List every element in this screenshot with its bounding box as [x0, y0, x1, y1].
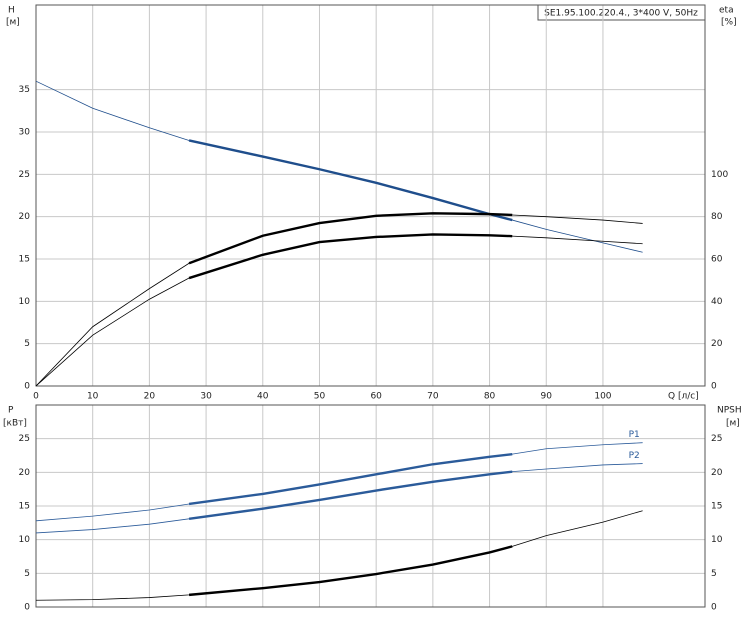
- x-tick-label: 80: [484, 392, 496, 402]
- y-tick-label: 5: [24, 339, 30, 349]
- y-tick-label: 5: [24, 569, 30, 579]
- y2-tick-label: 60: [711, 255, 723, 265]
- y-tick-label: 35: [19, 85, 30, 95]
- y2-unit: [м]: [726, 419, 740, 429]
- y2-tick-label: 10: [711, 535, 723, 545]
- x-tick-label: 100: [594, 392, 611, 402]
- y-tick-label: 15: [19, 502, 30, 512]
- x-tick-label: 10: [87, 392, 99, 402]
- y-unit: [кВт]: [3, 419, 27, 429]
- y2-unit: [%]: [721, 18, 737, 28]
- y2-tick-label: 0: [711, 382, 717, 392]
- y-tick-label: 0: [24, 382, 30, 392]
- y-tick-label: 25: [19, 434, 30, 444]
- y2-tick-label: 40: [711, 297, 723, 307]
- x-tick-label: 90: [541, 392, 553, 402]
- y2-tick-label: 15: [711, 502, 722, 512]
- y2-tick-label: 5: [711, 569, 717, 579]
- x-tick-label: 40: [257, 392, 269, 402]
- y-tick-label: 30: [19, 128, 31, 138]
- y2-tick-label: 20: [711, 339, 723, 349]
- y-tick-label: 15: [19, 255, 30, 265]
- x-tick-label: 20: [144, 392, 156, 402]
- x-tick-label: 50: [314, 392, 326, 402]
- plot-frame: [35, 404, 706, 608]
- y2-label: NPSH: [717, 406, 742, 416]
- curve-label: P1: [629, 430, 640, 440]
- curve-duty-range: [188, 233, 513, 280]
- y2-tick-label: 25: [711, 434, 722, 444]
- y-tick-label: 10: [19, 297, 31, 307]
- x-tick-label: 0: [33, 392, 39, 402]
- x-tick-label: 30: [200, 392, 212, 402]
- x-tick-label: 60: [370, 392, 382, 402]
- legend-text: SE1.95.100.220.4., 3*400 V, 50Hz: [544, 9, 698, 19]
- curve-duty-range: [188, 470, 513, 520]
- y-tick-label: 10: [19, 535, 31, 545]
- curve-label: P2: [629, 451, 640, 461]
- y2-label: eta: [719, 6, 734, 16]
- x-tick-label: 70: [427, 392, 439, 402]
- plot-frame: [35, 4, 706, 387]
- x-label: Q [л/с]: [668, 392, 699, 402]
- y-unit: [м]: [6, 18, 20, 28]
- curve-duty-range: [188, 212, 513, 265]
- curve-duty-range: [188, 545, 513, 597]
- y-label: H: [8, 6, 15, 16]
- y-label: P: [8, 406, 14, 416]
- y-tick-label: 25: [19, 170, 30, 180]
- y2-tick-label: 100: [711, 170, 728, 180]
- y-tick-label: 0: [24, 603, 30, 613]
- curve-duty-range: [188, 452, 513, 506]
- y-tick-label: 20: [19, 468, 31, 478]
- y-tick-label: 20: [19, 212, 31, 222]
- y2-tick-label: 20: [711, 468, 723, 478]
- y2-tick-label: 80: [711, 212, 723, 222]
- y2-tick-label: 0: [711, 603, 717, 613]
